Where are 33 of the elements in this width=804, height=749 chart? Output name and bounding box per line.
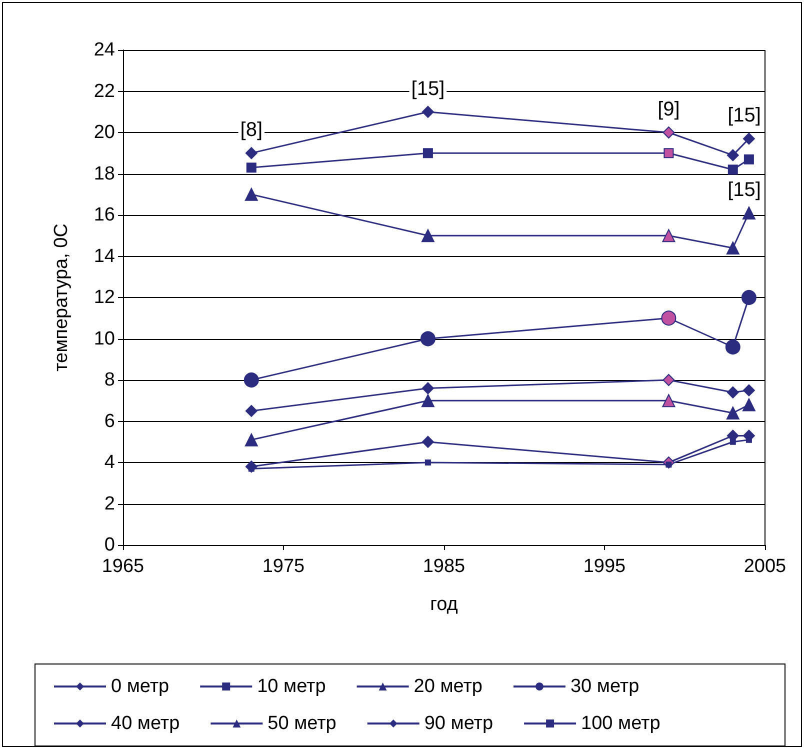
x-axis-title: год	[430, 594, 458, 615]
annotation: [9]	[658, 98, 680, 120]
y-axis-title: температура, 0С	[51, 224, 72, 372]
annotation: [15]	[411, 78, 445, 100]
x-tick-label: 1995	[583, 556, 626, 577]
y-tick-label: 20	[94, 122, 115, 143]
y-tick-label: 14	[94, 246, 116, 267]
y-tick-label: 12	[94, 287, 115, 308]
legend-label: 100 метр	[581, 713, 660, 734]
y-tick-label: 2	[104, 493, 115, 514]
annotation: [15]	[728, 104, 761, 127]
y-tick-label: 6	[104, 410, 115, 432]
x-tick-label: 1975	[262, 556, 305, 577]
y-tick-label: 0	[104, 534, 115, 556]
y-tick-label: 4	[104, 452, 116, 473]
y-tick-label: 8	[104, 370, 115, 390]
y-tick-label: 18	[94, 163, 115, 184]
legend-label: 50 метр	[268, 713, 336, 734]
legend-label: 10 метр	[257, 676, 326, 697]
y-tick-label: 22	[94, 80, 115, 102]
legend-label: 30 метр	[570, 676, 640, 697]
y-tick-label: 24	[94, 40, 116, 60]
legend-label: 20 метр	[414, 676, 482, 697]
legend-label: 0 метр	[111, 676, 170, 697]
y-tick-label: 16	[94, 204, 115, 226]
y-tick-label: 10	[94, 328, 115, 350]
annotation: [8]	[240, 119, 263, 142]
x-tick-label: 1965	[102, 556, 144, 577]
x-tick-label: 1985	[422, 556, 466, 577]
legend-label: 90 метр	[424, 713, 494, 734]
annotation: [15]	[728, 178, 761, 201]
legend-label: 40 метр	[111, 713, 180, 734]
x-tick-label: 2005	[744, 556, 786, 577]
